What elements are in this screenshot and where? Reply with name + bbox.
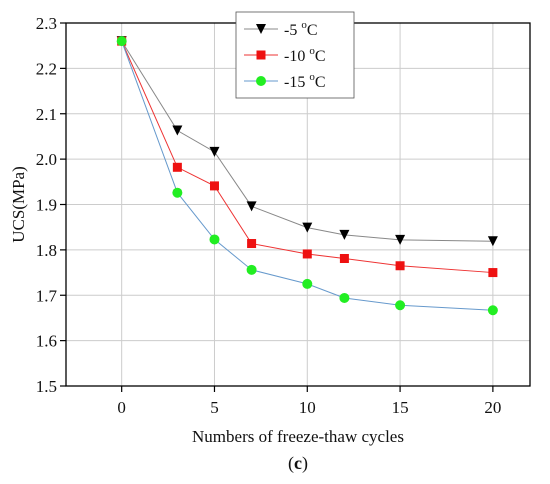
- legend-marker: [256, 76, 266, 86]
- legend-item: -10 oC: [244, 45, 326, 65]
- legend: -5 oC -10 oC -15 oC: [235, 11, 355, 99]
- x-tick-label: 0: [117, 398, 126, 417]
- data-point: [395, 300, 406, 311]
- legend-item: -15 oC: [244, 71, 326, 91]
- series-line: [121, 40, 493, 242]
- data-point: [209, 146, 220, 157]
- data-point: [395, 234, 406, 245]
- y-tick-label: 1.9: [36, 196, 57, 215]
- data-point: [246, 201, 257, 212]
- data-point: [209, 234, 220, 245]
- data-point: [487, 305, 498, 316]
- ticks: 0 5 10 15 20 1.5 1.6 1.7 1.8 1.9 2.0 2.1 2.2 2.3: [36, 14, 502, 417]
- series-3: [116, 36, 498, 316]
- data-point: [116, 36, 127, 47]
- series-1: [116, 36, 498, 247]
- x-tick-label: 20: [484, 398, 501, 417]
- data-point: [302, 222, 313, 233]
- y-axis-title: UCS(MPa): [9, 166, 28, 243]
- legend-label: -5 oC: [284, 19, 318, 39]
- y-tick-label: 1.6: [36, 332, 57, 351]
- data-point: [487, 236, 498, 247]
- legend-marker: [256, 24, 266, 34]
- legend-label: -10 oC: [284, 45, 326, 65]
- x-tick-label: 5: [210, 398, 219, 417]
- y-tick-label: 2.2: [36, 59, 57, 78]
- series-line: [121, 40, 493, 274]
- data-point: [395, 261, 405, 271]
- data-point: [172, 162, 182, 172]
- y-tick-label: 1.8: [36, 241, 57, 260]
- x-tick-label: 10: [299, 398, 316, 417]
- series-line: [121, 40, 493, 311]
- y-tick-label: 2.0: [36, 150, 57, 169]
- legend-marker: [256, 50, 266, 60]
- data-point: [339, 253, 349, 263]
- data-point: [172, 125, 183, 136]
- panel-label: (c): [288, 453, 308, 474]
- series-layer: [116, 36, 498, 316]
- data-point: [247, 239, 257, 249]
- y-tick-label: 2.3: [36, 14, 57, 33]
- data-point: [488, 268, 498, 278]
- data-point: [302, 249, 312, 259]
- x-tick-label: 15: [392, 398, 409, 417]
- data-point: [302, 278, 313, 289]
- y-tick-label: 1.7: [36, 286, 58, 305]
- data-point: [209, 181, 219, 191]
- data-point: [339, 292, 350, 303]
- data-point: [246, 264, 257, 275]
- legend-item: -5 oC: [244, 19, 318, 39]
- legend-label: -15 oC: [284, 71, 326, 91]
- x-axis-title: Numbers of freeze-thaw cycles: [192, 427, 404, 446]
- y-tick-label: 2.1: [36, 105, 57, 124]
- data-point: [339, 229, 350, 240]
- y-tick-label: 1.5: [36, 377, 57, 396]
- data-point: [172, 187, 183, 198]
